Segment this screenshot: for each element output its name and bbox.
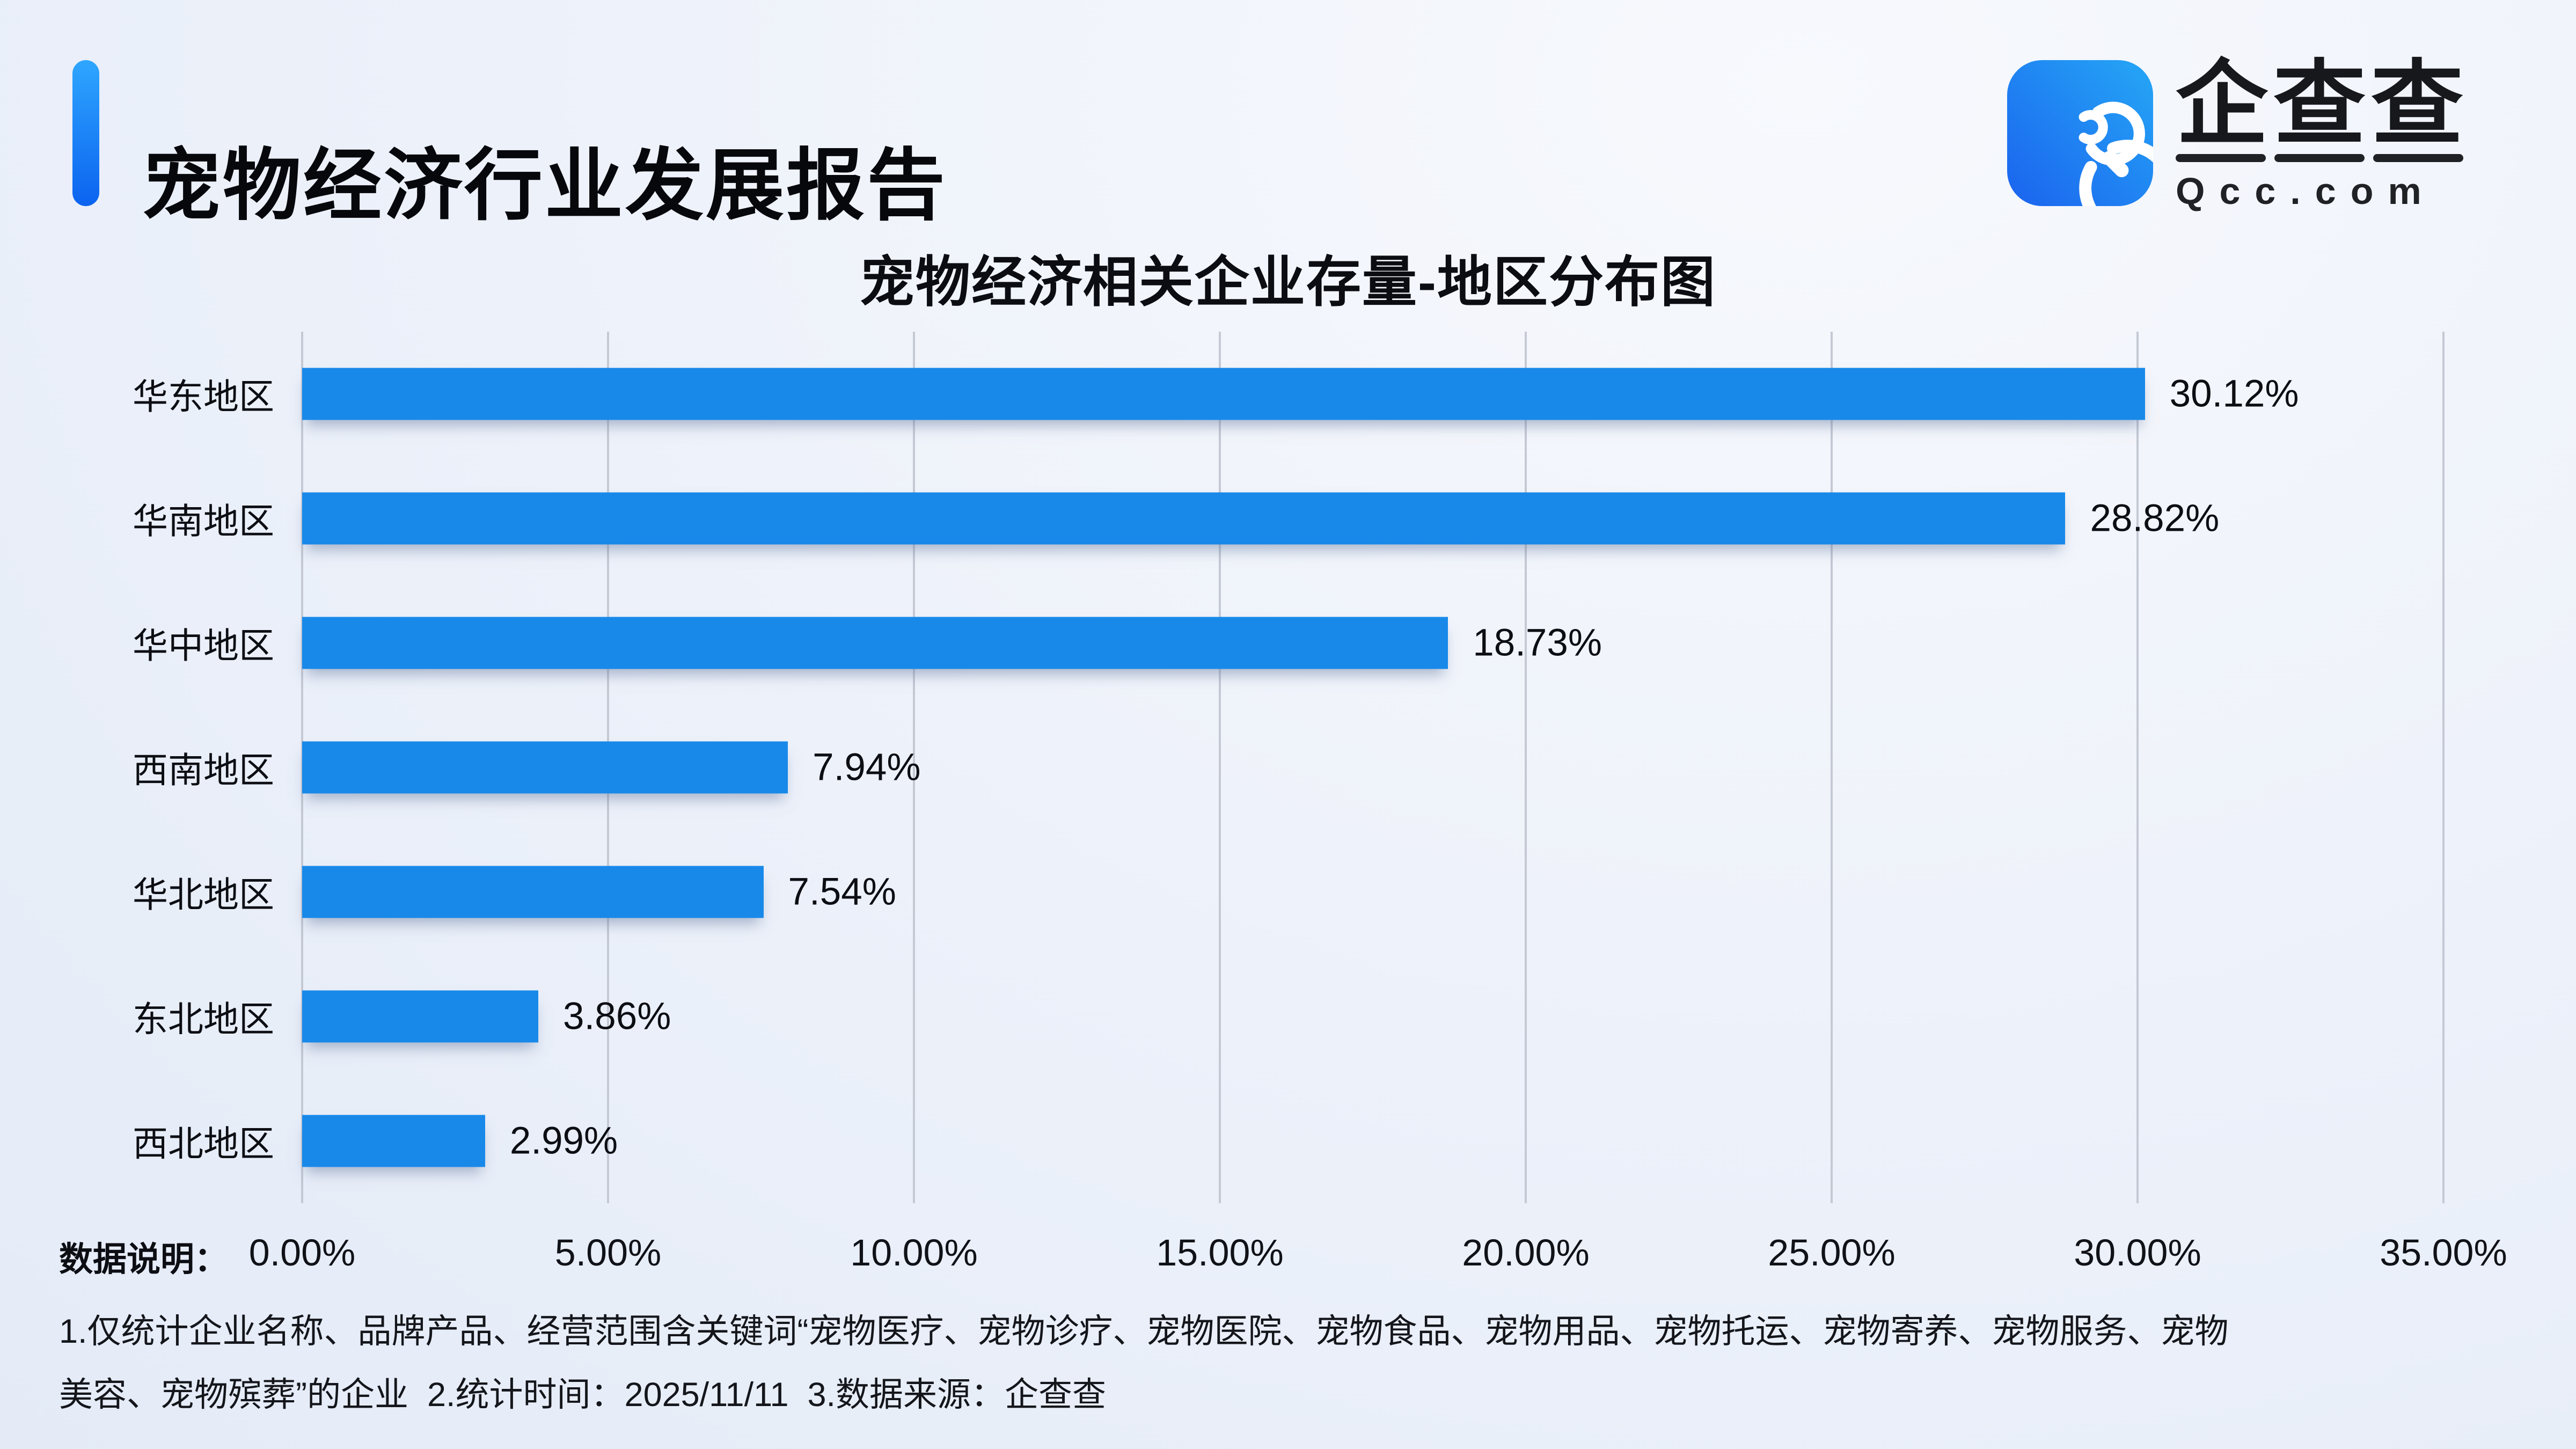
bar-rows: 华东地区 30.12% 华南地区 28.82% 华中地区 18.73% 西南地区…: [133, 332, 2443, 1203]
qcc-magnifier-icon: [2007, 60, 2153, 206]
brand-underline: [2274, 154, 2365, 162]
data-notes: 1.仅统计企业名称、品牌产品、经营范围含关键词“宠物医疗、宠物诊疗、宠物医院、宠…: [59, 1300, 2229, 1426]
qcc-domain: Qcc.com: [2176, 170, 2436, 212]
category-label: 华北地区: [133, 875, 274, 914]
category-label: 东北地区: [133, 999, 274, 1039]
bar-row: 西南地区 7.94%: [133, 705, 2443, 830]
x-tick-label: 35.00%: [2380, 1232, 2507, 1274]
data-note-label: 数据说明：: [59, 1241, 228, 1278]
bar-row: 东北地区 3.86%: [133, 954, 2443, 1079]
bar-value-label: 2.99%: [509, 1119, 618, 1162]
bar: [302, 1115, 485, 1167]
bar-value-label: 3.86%: [563, 995, 671, 1038]
note-line-2: 美容、宠物殡葬”的企业 2.统计时间：2025/11/11 3.数据来源：企查查: [59, 1376, 1107, 1414]
gridline: [913, 332, 915, 1203]
bar: [302, 492, 2066, 545]
title-accent-bar: [72, 60, 99, 206]
qcc-logo: 企 查 查 Qcc.com: [2007, 53, 2463, 213]
page-title: 宠物经济行业发展报告: [142, 141, 947, 229]
category-label: 华南地区: [133, 501, 274, 541]
bar-row: 西北地区 2.99%: [133, 1079, 2443, 1203]
bar: [302, 368, 2145, 420]
bar: [302, 990, 539, 1043]
bar-row: 华南地区 28.82%: [133, 456, 2443, 581]
qcc-logotype: 企 查 查 Qcc.com: [2176, 53, 2463, 213]
x-tick-label: 30.00%: [2074, 1232, 2201, 1274]
bar: [302, 866, 764, 918]
x-tick-label: 5.00%: [554, 1232, 662, 1274]
category-label: 华中地区: [133, 626, 274, 665]
gridline: [1219, 332, 1221, 1203]
note-line-1: 1.仅统计企业名称、品牌产品、经营范围含关键词“宠物医疗、宠物诊疗、宠物医院、宠…: [59, 1313, 2229, 1350]
gridline: [2442, 332, 2445, 1203]
bar-chart: 华东地区 30.12% 华南地区 28.82% 华中地区 18.73% 西南地区…: [133, 332, 2507, 1274]
bar-value-label: 7.54%: [788, 870, 896, 913]
x-tick-label: 10.00%: [850, 1232, 978, 1274]
brand-underlines: [2176, 154, 2463, 162]
x-tick-label: 25.00%: [1768, 1232, 1896, 1274]
gridline: [1525, 332, 1527, 1203]
bar-value-label: 7.94%: [813, 746, 921, 789]
bar-value-label: 18.73%: [1473, 621, 1602, 664]
brand-char: 企: [2176, 53, 2268, 156]
brand-char: 查: [2273, 53, 2366, 156]
bar-row: 华中地区 18.73%: [133, 581, 2443, 705]
brand-char: 查: [2371, 53, 2463, 156]
qcc-brand-name: 企 查 查: [2176, 53, 2463, 156]
bar-row: 华东地区 30.12%: [133, 332, 2443, 456]
x-tick-label: 20.00%: [1462, 1232, 1590, 1274]
x-tick-label: 15.00%: [1156, 1232, 1284, 1274]
chart-title: 宠物经济相关企业存量-地区分布图: [860, 252, 1716, 313]
bar: [302, 617, 1448, 669]
category-label: 华东地区: [133, 377, 274, 416]
gridline: [1831, 332, 1833, 1203]
bar: [302, 741, 788, 794]
brand-underline: [2373, 154, 2463, 162]
category-label: 西南地区: [133, 750, 274, 790]
bar-value-label: 30.12%: [2169, 372, 2299, 415]
brand-underline: [2176, 154, 2266, 162]
category-label: 西北地区: [133, 1124, 274, 1163]
gridline: [2136, 332, 2139, 1203]
bar-value-label: 28.82%: [2090, 497, 2220, 540]
bar-row: 华北地区 7.54%: [133, 830, 2443, 954]
x-tick-label: 0.00%: [248, 1232, 356, 1274]
